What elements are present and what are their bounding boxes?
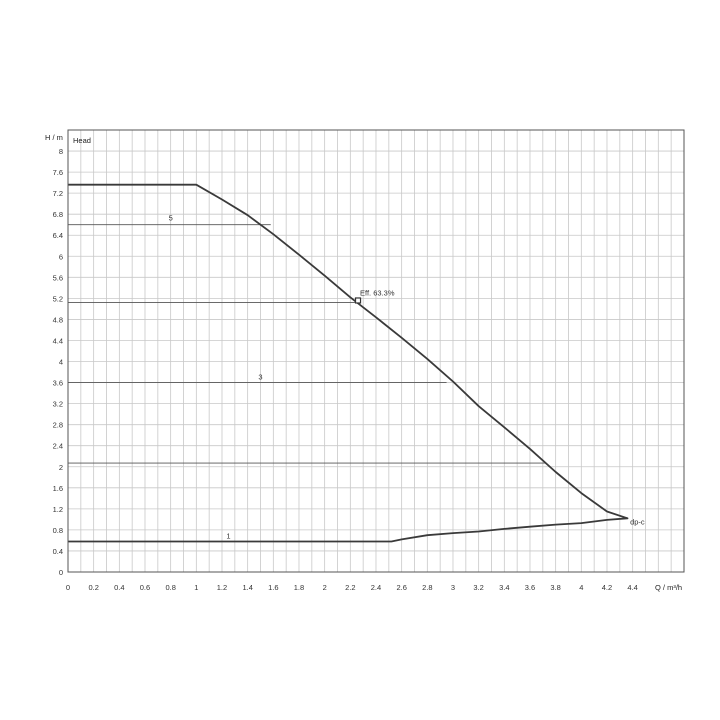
y-tick-label: 2.8: [53, 421, 63, 430]
series-line-dp-c: [68, 183, 629, 543]
y-tick-label: 6.4: [53, 231, 63, 240]
x-tick-label: 0.2: [88, 583, 98, 592]
x-tick-label: 2.2: [345, 583, 355, 592]
curve-label: 3: [258, 373, 262, 382]
x-tick-label: 3.6: [525, 583, 535, 592]
y-axis-label: H / m: [45, 133, 63, 142]
y-tick-label: 2.4: [53, 442, 63, 451]
y-tick-label: 0.8: [53, 526, 63, 535]
x-tick-label: 0.4: [114, 583, 124, 592]
y-tick-label: 3.6: [53, 379, 63, 388]
curve-layer: Eff. 63.3%: [68, 183, 629, 543]
x-tick-label: 3: [451, 583, 455, 592]
efficiency-label: Eff. 63.3%: [360, 288, 395, 297]
x-tick-labels: 0 0.2 0.4 0.6 0.8 1 1.2 1.4 1.6 1.8 2 2.2 2.4 2.6 2.8 3…: [66, 583, 638, 592]
y-tick-label: 1.6: [53, 484, 63, 493]
x-tick-label: 2.4: [371, 583, 381, 592]
x-tick-label: 3.2: [473, 583, 483, 592]
x-tick-label: 1.6: [268, 583, 278, 592]
y-tick-label: 3.2: [53, 400, 63, 409]
curve-label: dp-c: [630, 518, 645, 527]
x-axis-label: Q / m³/h: [655, 583, 682, 592]
x-tick-label: 0: [66, 583, 70, 592]
y-tick-label: 7.6: [53, 168, 63, 177]
y-tick-label: 7.2: [53, 189, 63, 198]
y-tick-label: 1.2: [53, 505, 63, 514]
x-tick-label: 4.2: [602, 583, 612, 592]
reference-lines: [68, 224, 546, 464]
x-tick-label: 3.8: [550, 583, 560, 592]
y-tick-label: 0.4: [53, 547, 63, 556]
x-tick-label: 2.8: [422, 583, 432, 592]
operating-point-marker: [354, 297, 362, 304]
y-tick-label: 6: [59, 252, 63, 261]
grid: [68, 129, 684, 572]
x-tick-label: 0.6: [140, 583, 150, 592]
x-tick-label: 1.4: [242, 583, 252, 592]
head-label: Head: [73, 136, 91, 145]
y-tick-label: 4.8: [53, 315, 63, 324]
y-tick-label: 6.8: [53, 210, 63, 219]
x-tick-label: 3.4: [499, 583, 509, 592]
x-tick-label: 1.2: [217, 583, 227, 592]
y-tick-label: 0: [59, 568, 63, 577]
curve-label: 5: [169, 214, 173, 223]
x-tick-label: 2.6: [396, 583, 406, 592]
y-tick-label: 5.6: [53, 273, 63, 282]
x-tick-label: 4.4: [627, 583, 637, 592]
y-tick-labels: 0 0.4 0.8 1.2 1.6 2 2.4 2.8 3.2 3.6 4 4.4 4.8 5.2 5.6 6…: [53, 147, 63, 577]
x-tick-label: 1: [194, 583, 198, 592]
curve-labels: 5 3 1 dp-c: [169, 214, 645, 541]
y-tick-label: 4: [59, 358, 63, 367]
x-tick-label: 2: [323, 583, 327, 592]
y-tick-label: 2: [59, 463, 63, 472]
y-tick-label: 8: [59, 147, 63, 156]
y-tick-label: 4.4: [53, 336, 63, 345]
curve-label: 1: [226, 531, 230, 540]
x-tick-label: 0.8: [165, 583, 175, 592]
plot-frame: [67, 129, 685, 573]
y-tick-label: 5.2: [53, 294, 63, 303]
x-tick-label: 1.8: [294, 583, 304, 592]
x-tick-label: 4: [579, 583, 583, 592]
